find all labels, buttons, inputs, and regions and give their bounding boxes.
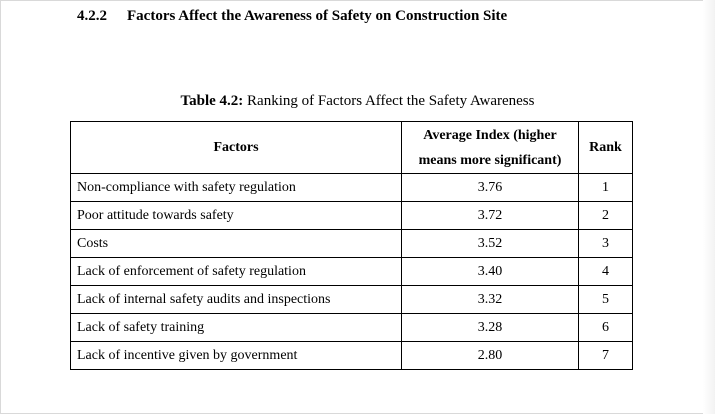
table-row: Lack of safety training 3.28 6 — [70, 313, 633, 342]
index-cell: 3.40 — [401, 257, 579, 286]
table-caption-text: Ranking of Factors Affect the Safety Awa… — [243, 93, 535, 109]
factors-ranking-table: Factors Average Index (higher means more… — [70, 121, 633, 370]
table-caption-label: Table 4.2: — [180, 93, 244, 109]
rank-cell: 4 — [578, 257, 633, 286]
section-title: Factors Affect the Awareness of Safety o… — [127, 8, 508, 24]
index-cell: 3.72 — [401, 201, 579, 230]
rank-cell: 1 — [578, 173, 633, 202]
table-row: Non-compliance with safety regulation 3.… — [70, 173, 633, 202]
rank-cell: 5 — [578, 285, 633, 314]
index-cell: 3.52 — [401, 229, 579, 258]
rank-cell: 6 — [578, 313, 633, 342]
index-cell: 2.80 — [401, 341, 579, 370]
factor-cell: Non-compliance with safety regulation — [70, 173, 402, 202]
factor-cell: Lack of enforcement of safety regulation — [70, 257, 402, 286]
table-row: Poor attitude towards safety 3.72 2 — [70, 201, 633, 230]
factor-cell: Lack of incentive given by government — [70, 341, 402, 370]
index-cell: 3.32 — [401, 285, 579, 314]
table-row: Lack of enforcement of safety regulation… — [70, 257, 633, 286]
table-caption: Table 4.2: Ranking of Factors Affect the… — [0, 93, 715, 110]
factor-cell: Poor attitude towards safety — [70, 201, 402, 230]
section-number: 4.2.2 — [77, 8, 107, 24]
factor-cell: Lack of safety training — [70, 313, 402, 342]
index-cell: 3.76 — [401, 173, 579, 202]
table-row: Lack of incentive given by government 2.… — [70, 341, 633, 370]
table-header-row: Factors Average Index (higher means more… — [70, 121, 633, 174]
rank-cell: 3 — [578, 229, 633, 258]
section-heading: 4.2.2 Factors Affect the Awareness of Saf… — [77, 8, 507, 25]
header-rank: Rank — [578, 121, 633, 174]
table-row: Costs 3.52 3 — [70, 229, 633, 258]
rank-cell: 7 — [578, 341, 633, 370]
factor-cell: Costs — [70, 229, 402, 258]
header-average-index: Average Index (higher means more signifi… — [401, 121, 579, 174]
rank-cell: 2 — [578, 201, 633, 230]
table-row: Lack of internal safety audits and inspe… — [70, 285, 633, 314]
index-cell: 3.28 — [401, 313, 579, 342]
header-factors: Factors — [70, 121, 402, 174]
page-edge-shadow — [703, 0, 715, 414]
factor-cell: Lack of internal safety audits and inspe… — [70, 285, 402, 314]
